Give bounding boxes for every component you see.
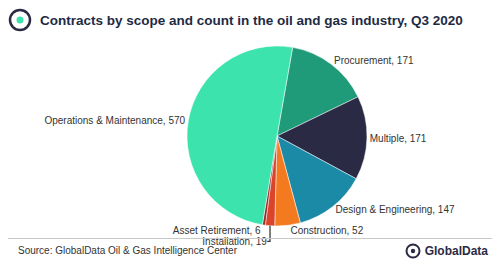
svg-text:Multiple, 171: Multiple, 171 [370, 133, 427, 144]
html-text:GlobalData: GlobalData [424, 244, 488, 258]
svg-text:Design & Engineering, 147: Design & Engineering, 147 [336, 204, 455, 215]
html-text:Source: GlobalData Oil & Gas I: Source: GlobalData Oil & Gas Intelligenc… [18, 245, 237, 256]
svg-text:Construction, 52: Construction, 52 [290, 225, 363, 236]
svg-text:Procurement, 171: Procurement, 171 [334, 55, 414, 66]
svg-text:Operations & Maintenance, 570: Operations & Maintenance, 570 [44, 115, 185, 126]
svg-text:Asset Retirement, 6: Asset Retirement, 6 [173, 225, 261, 236]
html-text:Contracts by scope and count i: Contracts by scope and count in the oil … [40, 12, 463, 28]
